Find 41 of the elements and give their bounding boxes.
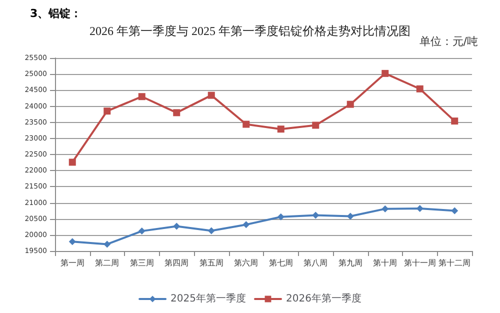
x-tick-label: 第一周 — [60, 258, 84, 268]
point — [173, 222, 180, 230]
point — [451, 118, 458, 125]
x-tick-label: 第十周 — [373, 258, 398, 268]
x-tick-label: 第五周 — [199, 258, 224, 268]
point — [208, 92, 215, 99]
legend-label: 2026年第一季度 — [286, 292, 362, 304]
point — [68, 158, 76, 166]
text: 单位：元/吨 — [419, 35, 478, 48]
point — [104, 240, 111, 248]
point — [277, 213, 284, 220]
point — [68, 238, 76, 246]
point — [312, 212, 320, 219]
x-tick-label: 第六周 — [234, 258, 258, 268]
x-tick-label: 第十一周 — [404, 258, 436, 268]
point — [138, 228, 146, 235]
point — [138, 93, 146, 100]
point — [416, 205, 424, 212]
text: 3、铝锭： — [30, 7, 82, 20]
point — [173, 109, 180, 116]
x-tick-label: 第九周 — [338, 258, 362, 268]
x-tick-label: 第十二周 — [438, 258, 471, 268]
legend-label: 2025年第一季度 — [170, 292, 246, 304]
x-tick-label: 第七周 — [268, 258, 293, 268]
point — [242, 221, 250, 228]
point — [382, 70, 389, 77]
chart-title: 2026 年第一季度与 2025 年第一季度铝锭价格走势对比情况图 — [90, 24, 410, 38]
point — [312, 122, 320, 129]
x-tick-label: 第三周 — [130, 258, 154, 268]
point — [346, 212, 354, 220]
point — [208, 227, 215, 234]
point — [242, 120, 250, 128]
point — [382, 205, 389, 212]
x-tick-label: 第二周 — [95, 258, 120, 268]
point — [416, 85, 424, 92]
point — [346, 100, 354, 108]
point — [277, 126, 284, 133]
point — [451, 207, 458, 214]
x-tick-label: 第八周 — [304, 258, 328, 268]
point — [104, 108, 111, 115]
x-tick-label: 第四周 — [164, 258, 189, 268]
